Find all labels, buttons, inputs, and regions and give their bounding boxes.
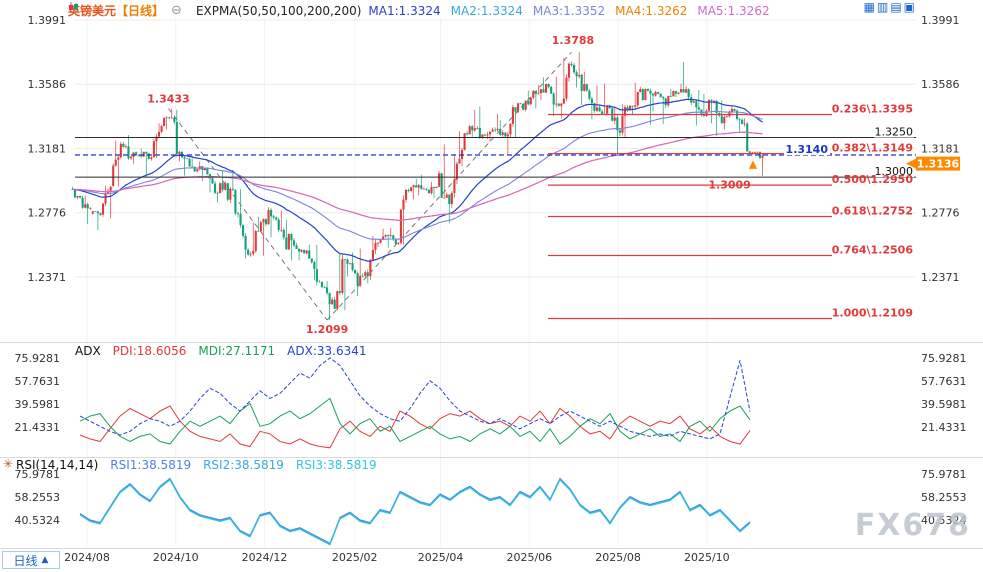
swing-annotations: 1.3433 1.3788 1.2099 1.3009	[147, 34, 751, 336]
adx-axis-label: 39.5981	[15, 398, 61, 411]
chevron-up-icon: ▲	[41, 555, 49, 565]
expma-ma3-value: MA3:1.3352	[532, 3, 606, 18]
swing-price-label: 1.3433	[147, 92, 189, 105]
indicator-lines	[79, 357, 751, 546]
fib-label: 0.236\1.3395	[832, 103, 913, 116]
date-axis-label: 2025/10	[684, 551, 730, 564]
adx-header: ADX PDI:18.6056 MDI:27.1171 ADX:33.6341	[75, 344, 367, 358]
adx-pdi-value: PDI:18.6056	[112, 344, 187, 358]
adx-mdi-value: MDI:27.1171	[198, 344, 276, 358]
support-label: 1.3250	[875, 126, 914, 139]
rsi-rsi3-value: RSI3:38.5819	[295, 458, 377, 472]
trendlines	[168, 51, 572, 321]
expma-ma1-value: MA1:1.3324	[368, 3, 441, 18]
price-axis-label: 1.3586	[921, 78, 960, 91]
last-price-value: 1.3136	[917, 158, 960, 171]
layout-icons: ▦ ▥ ▤ ▣	[864, 1, 915, 13]
adx-title: ADX	[75, 344, 101, 358]
rsi-rsi1-value: RSI1:38.5819	[110, 458, 192, 472]
date-axis-label: 2025/08	[595, 551, 641, 564]
price-axis-label: 1.2371	[28, 271, 67, 284]
date-axis-label: 2024/10	[153, 551, 199, 564]
watermark: FX678	[854, 508, 971, 543]
date-axis-label: 2025/04	[418, 551, 464, 564]
rsi-axis-label: 58.2553	[921, 491, 967, 504]
indicator-settings-icon[interactable]: ✳	[3, 457, 14, 471]
adx-axis-label: 57.7631	[15, 375, 61, 388]
gridlines	[0, 18, 983, 549]
date-axis-label: 2025/06	[506, 551, 552, 564]
price-axis-label: 1.3181	[921, 142, 960, 155]
adx-axis-label: 21.4331	[921, 421, 967, 434]
symbol-title: 英镑美元	[68, 4, 117, 18]
rsi-series-values: RSI1:38.5819 RSI2:38.5819 RSI3:38.5819	[110, 458, 376, 472]
swing-price-label: 1.3009	[708, 179, 750, 192]
ema-line-EXPMA50b	[72, 98, 763, 262]
rsi-axis-label: 75.9781	[15, 468, 61, 481]
fib-label: 0.500\1.2950	[832, 173, 914, 186]
timeframe-label: 【日线】	[116, 4, 165, 18]
adx-axis-label: 21.4331	[15, 421, 61, 434]
ma-values: MA1:1.3324 MA2:1.3324 MA3:1.3352 MA4:1.3262…	[368, 4, 769, 18]
expma-ma5-value: MA5:1.3262	[697, 3, 770, 18]
fib-label: 0.382\1.3149	[832, 142, 913, 155]
timeframe-button[interactable]: 日线 ▲	[2, 551, 60, 569]
fib-label: 0.764\1.2506	[832, 244, 914, 257]
last-price-tag: 1.3136 ▲	[749, 156, 960, 171]
fib-label: 0.618\1.2752	[832, 205, 913, 218]
expma-ma4-value: MA4:1.3262	[615, 3, 688, 18]
price-levels: 1.3250 1.3000 0.236\1.3395 0.382\1.3149 0.50…	[75, 103, 916, 319]
layout-rows-icon[interactable]: ▥	[876, 0, 889, 14]
axis-labels: 1.3991 1.3991 1.3586 1.3586 1.3181 1.3181 1.27…	[15, 14, 967, 564]
layout-grid-icon[interactable]: ▦	[863, 0, 875, 14]
layout-single-icon[interactable]: ▣	[903, 0, 915, 14]
price-axis-label: 1.3181	[28, 142, 67, 155]
current-price-label: 1.3140	[786, 143, 829, 156]
price-axis-label: 1.3991	[921, 14, 960, 27]
date-axis-label: 2024/08	[64, 551, 110, 564]
rsi-rsi2-value: RSI2:38.5819	[203, 458, 284, 472]
price-axis-label: 1.3586	[28, 78, 67, 91]
price-axis-label: 1.2776	[921, 207, 960, 220]
rsi-title: RSI(14,14,14)	[16, 458, 99, 472]
adx-series-values: PDI:18.6056 MDI:27.1171 ADX:33.6341	[113, 344, 367, 358]
rsi-axis-label: 40.5324	[921, 514, 967, 527]
rsi-axis-label: 75.9781	[921, 468, 967, 481]
signal-arrow-icon: ▲	[749, 158, 758, 171]
date-axis-label: 2025/02	[332, 551, 378, 564]
rsi-header: RSI(14,14,14) RSI1:38.5819 RSI2:38.5819 RS…	[16, 458, 377, 472]
price-axis-label: 1.3991	[28, 14, 67, 27]
rsi-axis-label: 58.2553	[15, 491, 61, 504]
timeframe-button-label: 日线	[13, 553, 38, 568]
collapse-icon[interactable]: ⊖	[171, 3, 182, 18]
adx-axis-label: 75.9281	[921, 352, 967, 365]
expma-ma2-value: MA2:1.3324	[450, 3, 523, 18]
swing-price-label: 1.2099	[306, 323, 348, 336]
price-axis-label: 1.2371	[921, 271, 960, 284]
adx-axis-label: 39.5981	[921, 398, 967, 411]
adx-axis-label: 57.7631	[921, 375, 967, 388]
adx-adx-value: ADX:33.6341	[287, 344, 367, 358]
date-axis-label: 2024/12	[242, 551, 288, 564]
chart-header: 英镑美元 【日线】 ⊖ EXPMA(50,50,100,200,200) MA1…	[68, 2, 770, 19]
fib-label: 1.000\1.2109	[832, 306, 913, 319]
price-axis-label: 1.2776	[28, 207, 67, 220]
indicator-name: EXPMA(50,50,100,200,200)	[195, 3, 362, 18]
adx-axis-label: 75.9281	[15, 352, 61, 365]
ema-line-EXPMA100	[72, 110, 763, 240]
swing-price-label: 1.3788	[552, 34, 594, 47]
layout-columns-icon[interactable]: ▤	[890, 0, 902, 14]
rsi-axis-label: 40.5324	[15, 514, 61, 527]
support-label: 1.3000	[875, 165, 914, 178]
